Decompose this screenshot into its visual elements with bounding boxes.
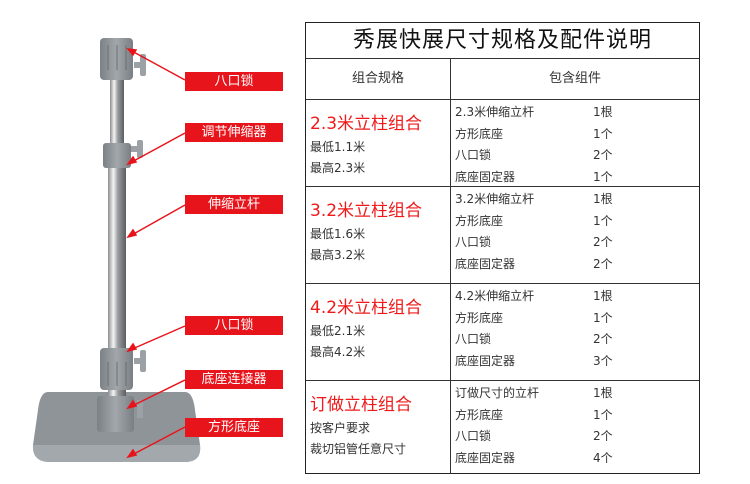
- component-qty: 2个: [593, 429, 613, 443]
- telescopic-pole: [108, 165, 126, 350]
- table-row: 订做立柱组合 按客户要求 裁切铝管任意尺寸 订做尺寸的立杆 1根 方形底座 1个 八口锁 2个底…: [306, 381, 699, 474]
- component-qty: 4个: [593, 450, 613, 465]
- components-cell: 4.2米伸缩立杆 1根方形底座 1个八口锁 2个底座固定器 3个: [451, 284, 699, 380]
- spec-cell: 3.2米立柱组合最低1.6米 最高3.2米: [306, 187, 451, 283]
- component-qty: 1个: [593, 169, 613, 184]
- component-qty: 1个: [593, 310, 613, 325]
- arrow: [129, 132, 186, 164]
- components-cell: 2.3米伸缩立杆 1根 方形底座 1个 八口锁 2个 底座固定器 1个: [451, 100, 699, 186]
- label-eight-port-lock-top: 八口锁: [185, 72, 283, 91]
- component-qty: 1个: [593, 407, 613, 422]
- component-name: 方形底座: [455, 126, 504, 141]
- components-cell: 订做尺寸的立杆 1根方形底座 1个八口锁 2个底座固定器 4个: [451, 381, 699, 474]
- spec-table: 秀展快展尺寸规格及配件说明 组合规格 包含组件 2.3米立柱组合最低1.1米 最高…: [305, 22, 700, 474]
- component-name: 八口锁: [455, 332, 492, 346]
- component-name: 八口锁: [455, 429, 492, 443]
- component-qty: 2个: [593, 256, 613, 271]
- component-name: 底座固定器: [455, 169, 516, 184]
- component-qty: 1个: [593, 126, 613, 141]
- header-spec: 组合规格: [306, 59, 451, 99]
- table-header: 组合规格 包含组件: [306, 59, 699, 100]
- component-qty: 3个: [593, 353, 613, 368]
- arrow: [129, 426, 186, 457]
- component-qty: 1个: [593, 213, 613, 228]
- component-qty: 1根: [593, 386, 613, 400]
- stand-illustration: [32, 38, 201, 462]
- component-qty: 1根: [593, 105, 613, 119]
- spec-detail: 最高2.3米: [310, 161, 366, 175]
- component-name: 八口锁: [455, 235, 492, 249]
- spec-detail: 裁切铝管任意尺寸: [310, 442, 407, 456]
- spec-cell: 2.3米立柱组合最低1.1米 最高2.3米: [306, 100, 451, 186]
- component-qty: 2个: [593, 332, 613, 346]
- spec-title: 2.3米立柱组合: [310, 114, 423, 134]
- table-row: 4.2米立柱组合最低2.1米 最高4.2米 4.2米伸缩立杆 1根方形底座 1个八口锁 2…: [306, 284, 699, 381]
- adjuster: [103, 143, 131, 168]
- upper-pole: [110, 80, 124, 145]
- component-name: 底座固定器: [455, 353, 516, 368]
- arrow: [129, 379, 186, 408]
- spec-detail: 最低1.6米: [310, 227, 366, 241]
- component-name: 底座固定器: [455, 256, 516, 271]
- component-name: 底座固定器: [455, 450, 516, 465]
- component-name: 八口锁: [455, 148, 492, 162]
- spec-title: 3.2米立柱组合: [310, 201, 423, 221]
- component-name: 方形底座: [455, 310, 504, 325]
- table-title: 秀展快展尺寸规格及配件说明: [306, 23, 699, 59]
- table-row: 3.2米立柱组合最低1.6米 最高3.2米 3.2米伸缩立杆 1根方形底座 1个八口锁 2…: [306, 187, 699, 284]
- spec-cell: 4.2米立柱组合最低2.1米 最高4.2米: [306, 284, 451, 380]
- component-name: 4.2米伸缩立杆: [455, 289, 535, 303]
- label-square-base: 方形底座: [185, 418, 283, 437]
- component-qty: 2个: [593, 235, 613, 249]
- component-qty: 1根: [593, 192, 613, 206]
- arrow: [129, 325, 186, 351]
- component-name: 3.2米伸缩立杆: [455, 192, 535, 206]
- component-qty: 2个: [593, 148, 613, 162]
- base-connector: [97, 396, 134, 432]
- table-row: 2.3米立柱组合 最低1.1米 最高2.3米 2.3米伸缩立杆 1根 方形底座 1个 八口锁 2…: [306, 100, 699, 187]
- spec-cell: 订做立柱组合按客户要求裁切铝管任意尺寸: [306, 381, 451, 474]
- label-base-connector: 底座连接器: [185, 370, 283, 389]
- spec-detail: 最低2.1米: [310, 324, 366, 338]
- component-name: 2.3米伸缩立杆: [455, 105, 535, 119]
- component-name: 方形底座: [455, 213, 504, 228]
- label-adjuster: 调节伸缩器: [185, 123, 283, 142]
- component-qty: 1根: [593, 289, 613, 303]
- arrow: [129, 204, 186, 237]
- spec-detail: 最低1.1米: [310, 140, 366, 154]
- label-eight-port-lock-bottom: 八口锁: [185, 316, 283, 335]
- spec-title: 4.2米立柱组合: [310, 298, 423, 318]
- spec-detail: 最高3.2米: [310, 248, 366, 262]
- spec-detail: 最高4.2米: [310, 345, 366, 359]
- component-name: 订做尺寸的立杆: [455, 386, 540, 400]
- header-components: 包含组件: [548, 71, 601, 86]
- label-telescopic-pole: 伸缩立杆: [185, 195, 283, 214]
- component-name: 方形底座: [455, 407, 504, 422]
- arrow: [129, 49, 186, 81]
- components-cell: 3.2米伸缩立杆 1根 方形底座 1个 八口锁 2个 底座固定器 2个: [451, 187, 699, 283]
- spec-detail: 按客户要求: [310, 421, 371, 435]
- spec-title: 订做立柱组合: [310, 395, 412, 415]
